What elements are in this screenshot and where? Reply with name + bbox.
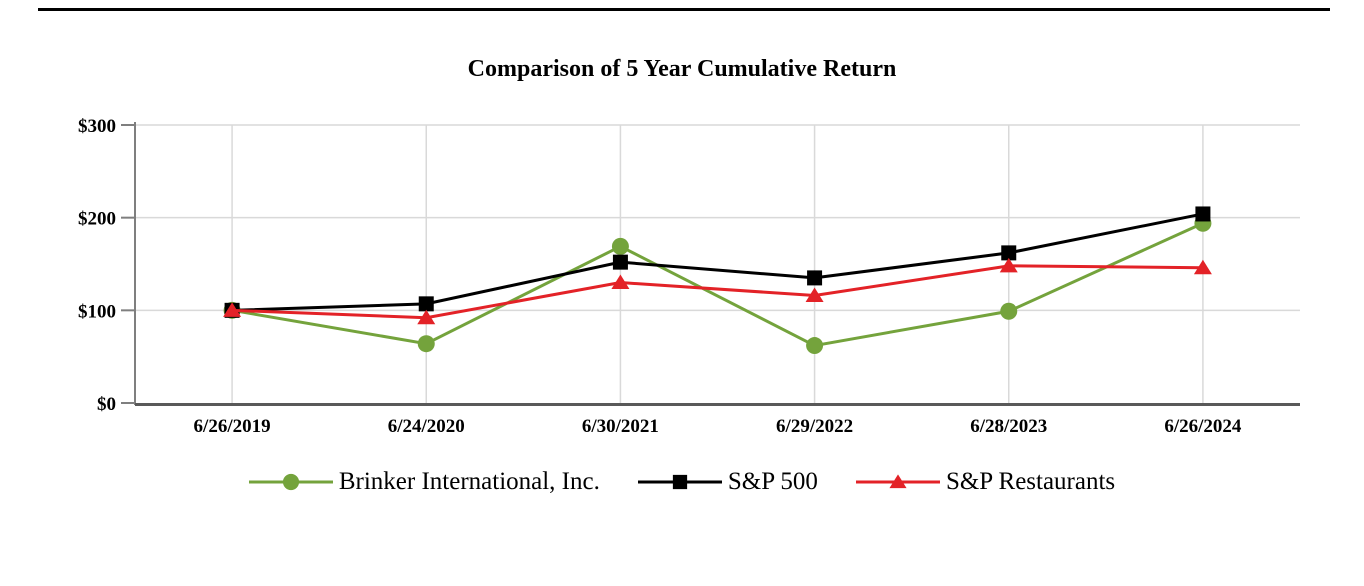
series-s-p-500 — [224, 206, 1211, 318]
y-axis-tick-label: $200 — [78, 209, 116, 230]
circle-marker — [282, 473, 299, 491]
triangle-marker — [889, 474, 907, 489]
line-chart-plot: $0 $100 $200 $300 6/26/2019 6/24/2020 6/30/202… — [78, 116, 1300, 437]
legend-item-brinker: Brinker International, Inc. — [248, 468, 600, 496]
series-line — [232, 264, 1203, 320]
triangle-marker — [1193, 259, 1212, 275]
chart-legend: Brinker International, Inc. S&P 500 S&P … — [0, 468, 1364, 496]
red-triangle-series-icon — [855, 474, 940, 489]
black-square-series-icon — [637, 474, 722, 490]
legend-item-sp-restaurants: S&P Restaurants — [855, 468, 1116, 496]
legend-item-sp500: S&P 500 — [637, 468, 818, 496]
x-axis-category-label: 6/26/2019 — [194, 416, 271, 437]
triangle-marker — [417, 309, 436, 325]
triangle-marker — [805, 287, 824, 303]
y-axis-tick-label: $0 — [97, 394, 116, 415]
x-axis-category-label: 6/26/2024 — [1164, 416, 1242, 437]
square-marker — [418, 296, 434, 312]
green-circle-series-icon — [248, 473, 333, 491]
series-line — [232, 212, 1204, 312]
triangle-marker — [611, 274, 630, 290]
square-marker — [612, 254, 628, 270]
x-axis-category-label: 6/28/2023 — [970, 416, 1047, 437]
triangle-marker — [223, 302, 242, 317]
series-line — [231, 221, 1204, 348]
square-marker — [1195, 206, 1211, 222]
series-s-p-restaurants — [223, 257, 1212, 325]
legend-label-brinker: Brinker International, Inc. — [338, 468, 600, 495]
square-marker — [807, 270, 823, 286]
x-axis-category-label: 6/30/2021 — [582, 416, 659, 437]
circle-marker — [611, 237, 629, 255]
triangle-marker — [999, 257, 1018, 273]
x-axis-category-label: 6/24/2020 — [388, 416, 465, 437]
series-brinker-international-inc- — [223, 214, 1212, 355]
x-axis-category-label: 6/29/2022 — [776, 416, 853, 437]
circle-marker — [1000, 302, 1018, 320]
top-rule — [38, 8, 1330, 11]
chart-title: Comparison of 5 Year Cumulative Return — [467, 56, 897, 82]
legend-label-sp500: S&P 500 — [727, 468, 818, 495]
circle-marker — [806, 337, 824, 355]
circle-marker — [417, 335, 435, 353]
square-marker — [672, 474, 687, 490]
square-marker — [1001, 245, 1017, 261]
y-axis-tick-label: $100 — [78, 301, 116, 322]
y-axis-tick-label: $300 — [78, 116, 116, 137]
legend-label-sp-restaurants: S&P Restaurants — [945, 468, 1116, 495]
